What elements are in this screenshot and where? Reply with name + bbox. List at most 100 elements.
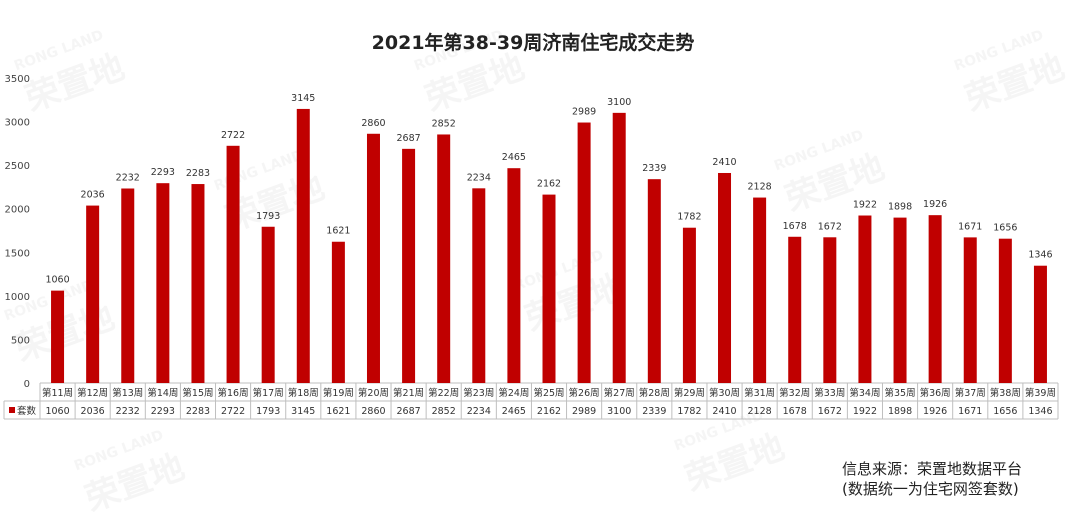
table-cell-value: 2283: [186, 406, 210, 417]
data-label: 1678: [783, 221, 807, 232]
chart-title: 2021年第38-39周济南住宅成交走势: [371, 32, 695, 54]
x-tick-label: 第21周: [393, 387, 424, 399]
x-tick-label: 第31周: [744, 387, 775, 399]
x-tick-label: 第17周: [253, 387, 284, 399]
x-tick-label: 第32周: [779, 387, 810, 399]
bar-chart: 0 500 1000 1500 2000 2500 3000 3500 1060 2036 2232…: [3, 74, 1059, 420]
x-tick-label: 第23周: [463, 387, 494, 399]
x-tick-label: 第19周: [323, 387, 354, 399]
bar: [402, 148, 416, 383]
data-label: 1346: [1028, 250, 1052, 261]
data-label: 2293: [151, 167, 175, 178]
table-cell-value: 1782: [677, 406, 701, 417]
x-tick-label: 第14周: [147, 387, 178, 399]
table-cell-value: 2234: [467, 406, 491, 417]
data-label: 1621: [326, 226, 350, 237]
bar: [51, 290, 65, 383]
x-tick-label: 第28周: [639, 387, 670, 399]
bar: [612, 112, 626, 383]
data-label: 2722: [221, 130, 245, 141]
y-tick-label: 3500: [5, 74, 30, 85]
x-tick-label: 第24周: [498, 387, 529, 399]
table-cell-value: 2232: [116, 406, 140, 417]
bar: [718, 172, 732, 383]
table-cell-value: 1656: [993, 406, 1017, 417]
y-tick-label: 2000: [5, 205, 30, 216]
x-tick-label: 第35周: [884, 387, 915, 399]
data-label: 1922: [853, 200, 877, 211]
table-cell-value: 1060: [45, 406, 69, 417]
bar: [156, 183, 170, 383]
data-label: 1898: [888, 202, 912, 213]
table-cell-value: 1793: [256, 406, 280, 417]
x-tick-label: 第37周: [955, 387, 986, 399]
table-cell-value: 2852: [432, 406, 456, 417]
data-source-note: 信息来源：荣置地数据平台 (数据统一为住宅网签套数): [842, 459, 1022, 499]
bar: [928, 215, 942, 383]
bar: [121, 188, 135, 383]
bar: [788, 236, 802, 383]
table-cell-value: 2687: [396, 406, 420, 417]
x-tick-label: 第38周: [990, 387, 1021, 399]
x-tick-label: 第26周: [569, 387, 600, 399]
data-label: 2232: [116, 172, 140, 183]
bar: [823, 237, 837, 383]
bar: [1033, 265, 1047, 383]
data-label: 2989: [572, 107, 596, 118]
bar: [472, 188, 486, 383]
data-label: 2687: [396, 133, 420, 144]
table-cell-value: 2293: [151, 406, 175, 417]
bar: [963, 237, 977, 383]
data-label: 1060: [45, 275, 69, 286]
data-label: 2162: [537, 179, 561, 190]
table-cell-value: 2860: [361, 406, 385, 417]
data-label: 2234: [467, 172, 491, 183]
bar: [366, 133, 380, 383]
bar: [191, 184, 205, 383]
bar: [647, 179, 661, 383]
table-cell-value: 1926: [923, 406, 947, 417]
x-tick-label: 第15周: [182, 387, 213, 399]
table-cell-value: 1621: [326, 406, 350, 417]
bar: [893, 217, 907, 383]
table-cell-value: 1346: [1028, 406, 1052, 417]
table-cell-value: 3100: [607, 406, 631, 417]
data-label: 1782: [677, 212, 701, 223]
table-cell-value: 2722: [221, 406, 245, 417]
data-label: 1672: [818, 221, 842, 232]
source-line: 信息来源：荣置地数据平台: [842, 460, 1023, 478]
table-cell-value: 1922: [853, 406, 877, 417]
x-tick-label: 第16周: [218, 387, 249, 399]
x-tick-label: 第39周: [1025, 387, 1056, 399]
bar: [296, 108, 310, 383]
table-cell-value: 2339: [642, 406, 666, 417]
x-tick-label: 第11周: [42, 387, 73, 399]
bar: [858, 215, 872, 383]
x-tick-label: 第27周: [604, 387, 635, 399]
data-label: 3145: [291, 93, 315, 104]
x-tick-label: 第30周: [709, 387, 740, 399]
data-label: 2283: [186, 168, 210, 179]
table-cell-value: 3145: [291, 406, 315, 417]
bar: [998, 238, 1012, 383]
bar: [331, 241, 345, 383]
legend-swatch: [9, 407, 15, 413]
y-tick-label: 500: [11, 335, 30, 346]
data-label: 1671: [958, 221, 982, 232]
source-note-line: (数据统一为住宅网签套数): [842, 480, 1019, 498]
x-tick-label: 第12周: [77, 387, 108, 399]
table-cell-value: 1898: [888, 406, 912, 417]
bar: [577, 122, 591, 383]
x-tick-label: 第36周: [920, 387, 951, 399]
table-cell-value: 2128: [748, 406, 772, 417]
x-tick-label: 第34周: [849, 387, 880, 399]
y-tick-label: 0: [24, 379, 30, 390]
data-label: 3100: [607, 97, 631, 108]
table-cell-value: 2465: [502, 406, 526, 417]
y-tick-label: 1000: [5, 292, 30, 303]
data-label: 1656: [993, 223, 1017, 234]
x-tick-label: 第29周: [674, 387, 705, 399]
data-label: 2410: [712, 157, 736, 168]
x-tick-label: 第22周: [428, 387, 459, 399]
bar: [437, 134, 451, 383]
